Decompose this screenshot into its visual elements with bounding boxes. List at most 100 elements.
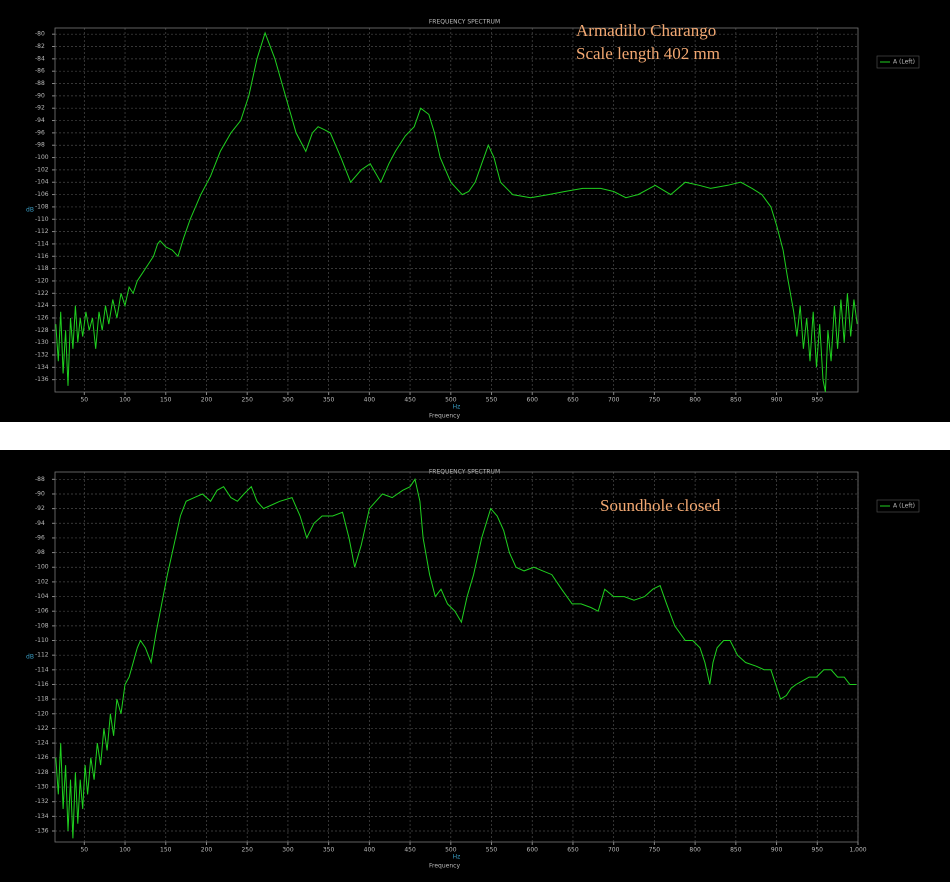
plot-frame: [54, 471, 859, 843]
panel-background: [0, 450, 950, 882]
y-tick-label: -114: [35, 240, 49, 247]
x-tick-label: 900: [771, 847, 783, 854]
x-tick-label: 700: [608, 847, 620, 854]
y-tick-label: -98: [35, 549, 45, 556]
y-tick-label: -132: [35, 798, 49, 805]
y-tick-label: -94: [35, 117, 45, 124]
legend-box: [876, 499, 920, 513]
y-tick-label: -122: [35, 725, 49, 732]
y-tick-label: -136: [35, 376, 49, 383]
y-tick-label: -120: [35, 277, 49, 284]
x-tick-label: 50: [80, 397, 88, 404]
x-tick-label: 750: [649, 847, 661, 854]
y-tick-label: -116: [35, 681, 49, 688]
y-tick-label: -108: [35, 203, 49, 210]
y-tick-label: -128: [35, 769, 49, 776]
y-tick-label: -92: [35, 505, 45, 512]
x-tick-label: 950: [812, 397, 824, 404]
x-tick-label: 750: [649, 397, 661, 404]
y-tick-label: -134: [35, 364, 49, 371]
x-tick-label: 700: [608, 397, 620, 404]
x-tick-label: 150: [160, 397, 172, 404]
y-tick-label: -100: [35, 564, 49, 571]
y-tick-label: -90: [35, 92, 45, 99]
x-tick-label: 350: [323, 847, 335, 854]
y-tick-label: -106: [35, 608, 49, 615]
x-tick-label: 900: [771, 397, 783, 404]
y-tick-label: -122: [35, 290, 49, 297]
legend-label: A (Left): [893, 503, 915, 510]
x-unit: Hz: [453, 404, 461, 411]
spectrum-line: [55, 31, 858, 393]
y-unit: dB: [26, 654, 34, 661]
y-tick-label: -94: [35, 520, 45, 527]
y-tick-label: -114: [35, 666, 49, 673]
y-tick-label: -118: [35, 696, 49, 703]
x-tick-label: 950: [812, 847, 824, 854]
y-tick-label: -100: [35, 154, 49, 161]
x-unit: Hz: [453, 854, 461, 861]
y-tick-label: -88: [35, 476, 45, 483]
y-tick-label: -106: [35, 191, 49, 198]
y-tick-label: -128: [35, 327, 49, 334]
y-tick-label: -120: [35, 710, 49, 717]
x-tick-label: 850: [730, 847, 742, 854]
x-tick-label: 150: [160, 847, 172, 854]
y-tick-label: -102: [35, 578, 49, 585]
plot-frame: [54, 27, 859, 393]
x-tick-label: 100: [119, 847, 131, 854]
x-tick-label: 100: [119, 397, 131, 404]
x-tick-label: 600: [527, 847, 539, 854]
x-tick-label: 800: [689, 397, 701, 404]
x-tick-label: 200: [201, 847, 213, 854]
x-axis-label: Frequency: [429, 413, 460, 420]
y-tick-label: -126: [35, 314, 49, 321]
x-tick-label: 500: [445, 397, 457, 404]
x-tick-label: 400: [364, 397, 376, 404]
legend-label: A (Left): [893, 59, 915, 66]
x-tick-label: 500: [445, 847, 457, 854]
y-tick-label: -136: [35, 828, 49, 835]
y-unit: dB: [26, 207, 34, 214]
y-tick-label: -84: [35, 55, 45, 62]
x-tick-label: 300: [282, 397, 294, 404]
y-tick-label: -124: [35, 740, 49, 747]
y-tick-label: -130: [35, 339, 49, 346]
y-tick-label: -104: [35, 593, 49, 600]
annotation: Soundhole closed: [600, 496, 721, 515]
x-tick-label: 600: [527, 397, 539, 404]
x-tick-label: 250: [241, 397, 253, 404]
x-tick-label: 550: [486, 847, 498, 854]
x-tick-label: 300: [282, 847, 294, 854]
y-tick-label: -112: [35, 652, 49, 659]
y-tick-label: -90: [35, 490, 45, 497]
x-tick-label: 450: [404, 397, 416, 404]
y-tick-label: -80: [35, 31, 45, 38]
y-tick-label: -104: [35, 179, 49, 186]
y-tick-label: -126: [35, 754, 49, 761]
x-tick-label: 1,000: [849, 847, 866, 854]
x-tick-label: 800: [689, 847, 701, 854]
y-tick-label: -92: [35, 105, 45, 112]
y-tick-label: -86: [35, 68, 45, 75]
panel-background: [0, 0, 950, 422]
y-tick-label: -124: [35, 302, 49, 309]
x-tick-label: 650: [567, 847, 579, 854]
x-axis-label: Frequency: [429, 863, 460, 870]
y-tick-label: -130: [35, 784, 49, 791]
x-tick-label: 650: [567, 397, 579, 404]
y-tick-label: -96: [35, 129, 45, 136]
y-tick-label: -96: [35, 534, 45, 541]
y-tick-label: -110: [35, 637, 49, 644]
chart-title: FREQUENCY SPECTRUM: [429, 19, 500, 26]
y-tick-label: -118: [35, 265, 49, 272]
annotation: Armadillo Charango: [576, 21, 716, 40]
x-tick-label: 450: [404, 847, 416, 854]
y-tick-label: -134: [35, 813, 49, 820]
x-tick-label: 550: [486, 397, 498, 404]
y-tick-label: -102: [35, 166, 49, 173]
y-tick-label: -110: [35, 216, 49, 223]
y-tick-label: -132: [35, 351, 49, 358]
x-tick-label: 850: [730, 397, 742, 404]
legend-box: [876, 55, 920, 69]
